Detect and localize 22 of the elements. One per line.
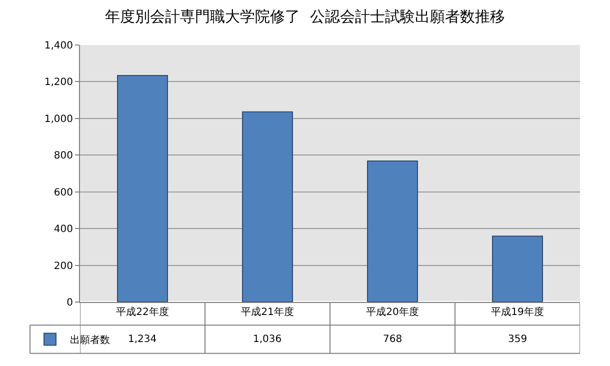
- data-label: 1,036: [253, 334, 282, 345]
- data-label: 768: [383, 334, 402, 345]
- y-tick-label: 0: [66, 298, 73, 308]
- chart-title: 年度別会計専門職大学院修了 公認会計士試験出願者数推移: [105, 7, 505, 26]
- data-label: 1,234: [128, 334, 157, 345]
- y-tick-label: 200: [54, 260, 73, 272]
- y-tick-label: 400: [54, 224, 73, 236]
- y-tick-label: 1,200: [44, 77, 73, 88]
- y-tick-label: 1,400: [44, 40, 73, 52]
- bar: [492, 236, 543, 302]
- x-tick-label: 平成19年度: [491, 306, 544, 318]
- bar: [117, 74, 168, 302]
- bar: [367, 160, 418, 302]
- y-tick-label: 800: [54, 150, 73, 162]
- y-tick-label: 1,000: [44, 114, 73, 125]
- bar: [242, 111, 293, 302]
- x-tick-label: 平成20年度: [366, 306, 419, 318]
- x-tick-label: 平成21年度: [241, 306, 294, 318]
- legend-label: 出願者数: [70, 334, 110, 346]
- y-tick-label: 600: [54, 187, 73, 198]
- data-label: 359: [508, 334, 528, 345]
- x-tick-label: 平成22年度: [116, 306, 169, 318]
